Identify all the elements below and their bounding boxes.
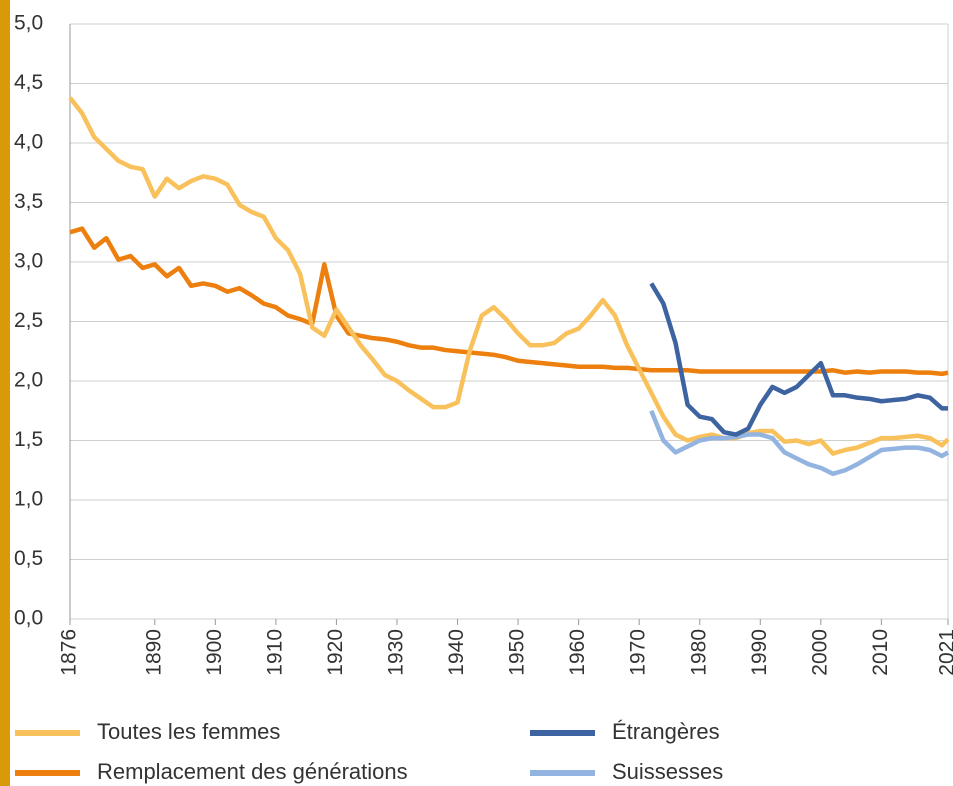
x-tick-label: 1930: [385, 629, 408, 676]
series-line: [68, 96, 950, 456]
x-tick-label: 2010: [869, 629, 892, 676]
x-tick-label: 2000: [808, 629, 831, 676]
x-tick-label: 1910: [263, 629, 286, 676]
legend-label: Étrangères: [612, 719, 720, 744]
x-tick-label: 1940: [445, 629, 468, 676]
y-tick-label: 3,5: [14, 190, 43, 213]
legend-label: Remplacement des générations: [97, 759, 408, 784]
y-tick-label: 0,0: [14, 607, 43, 630]
y-tick-label: 5,0: [14, 12, 43, 35]
x-tick-label: 1970: [627, 629, 650, 676]
x-tick-label: 1980: [687, 629, 710, 676]
y-tick-label: 0,5: [14, 547, 43, 570]
x-tick-label: 1960: [566, 629, 589, 676]
y-tick-label: 2,5: [14, 309, 43, 332]
x-tick-label: 1920: [324, 629, 347, 676]
y-tick-label: 4,0: [14, 131, 43, 154]
y-tick-label: 4,5: [14, 71, 43, 94]
series-line: [649, 282, 948, 437]
x-tick-label: 1950: [506, 629, 529, 676]
series-line: [69, 226, 949, 377]
side-stripe: [0, 0, 10, 786]
y-tick-label: 1,0: [14, 488, 43, 511]
x-tick-label: 2021: [936, 629, 953, 676]
x-tick-label: 1876: [58, 629, 81, 676]
y-tick-label: 1,5: [14, 428, 43, 451]
x-tick-label: 1900: [203, 629, 226, 676]
y-tick-label: 2,0: [14, 369, 43, 392]
x-tick-label: 1890: [142, 629, 165, 676]
legend-label: Toutes les femmes: [97, 719, 280, 744]
series-line: [649, 409, 950, 477]
x-tick-label: 1990: [748, 629, 771, 676]
legend-label: Suissesses: [612, 759, 723, 784]
y-tick-label: 3,0: [14, 250, 43, 273]
